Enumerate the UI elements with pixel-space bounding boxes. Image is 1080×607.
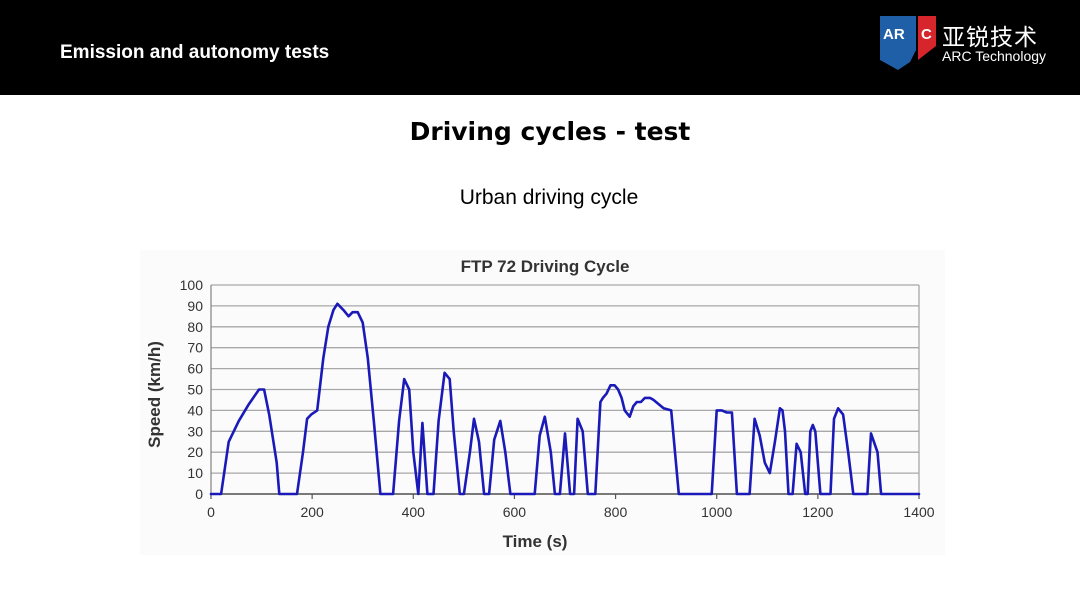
header-title: Emission and autonomy tests [60, 42, 330, 63]
x-tick-label: 0 [207, 504, 215, 520]
y-tick-label: 30 [187, 423, 203, 439]
chart-title: FTP 72 Driving Cycle [461, 257, 630, 276]
y-tick-label: 40 [187, 402, 203, 418]
x-axis-label: Time (s) [503, 532, 568, 551]
slide-title: Driving cycles - test [409, 117, 691, 146]
arc-logo-icon: AR C [880, 16, 936, 70]
company-logo[interactable]: AR C 亚锐技术 ARC Technology [880, 16, 1070, 72]
y-tick-label: 90 [187, 298, 203, 314]
x-tick-label: 1200 [802, 504, 833, 520]
logo-chinese-name: 亚锐技术 [942, 25, 1038, 51]
logo-english-name: ARC Technology [942, 48, 1047, 64]
x-tick-label: 400 [402, 504, 426, 520]
y-tick-label: 70 [187, 340, 203, 356]
series-line [209, 302, 921, 496]
y-axis-label: Speed (km/h) [145, 341, 164, 448]
x-tick-label: 200 [300, 504, 324, 520]
y-tick-label: 20 [187, 444, 203, 460]
y-tick-label: 100 [180, 277, 204, 293]
y-tick-label: 0 [195, 486, 203, 502]
x-tick-label: 600 [503, 504, 527, 520]
series-layer [209, 302, 921, 496]
x-tick-label: 1400 [903, 504, 934, 520]
y-tick-label: 60 [187, 361, 203, 377]
y-tick-label: 50 [187, 382, 203, 398]
slide-subtitle: Urban driving cycle [459, 186, 639, 209]
x-tick-label: 1000 [701, 504, 732, 520]
grid-layer [210, 284, 920, 495]
chart-container: 0 10 20 30 40 50 60 70 80 90 100 0 200 400 600 800 1000 1… [140, 250, 945, 555]
y-tick-label: 10 [187, 465, 203, 481]
x-tick-label: 800 [604, 504, 628, 520]
svg-text:AR: AR [883, 26, 905, 43]
svg-text:C: C [921, 26, 932, 43]
y-tick-label: 80 [187, 319, 203, 335]
header-bar: Emission and autonomy tests AR C 亚锐技术 AR… [0, 0, 1080, 95]
